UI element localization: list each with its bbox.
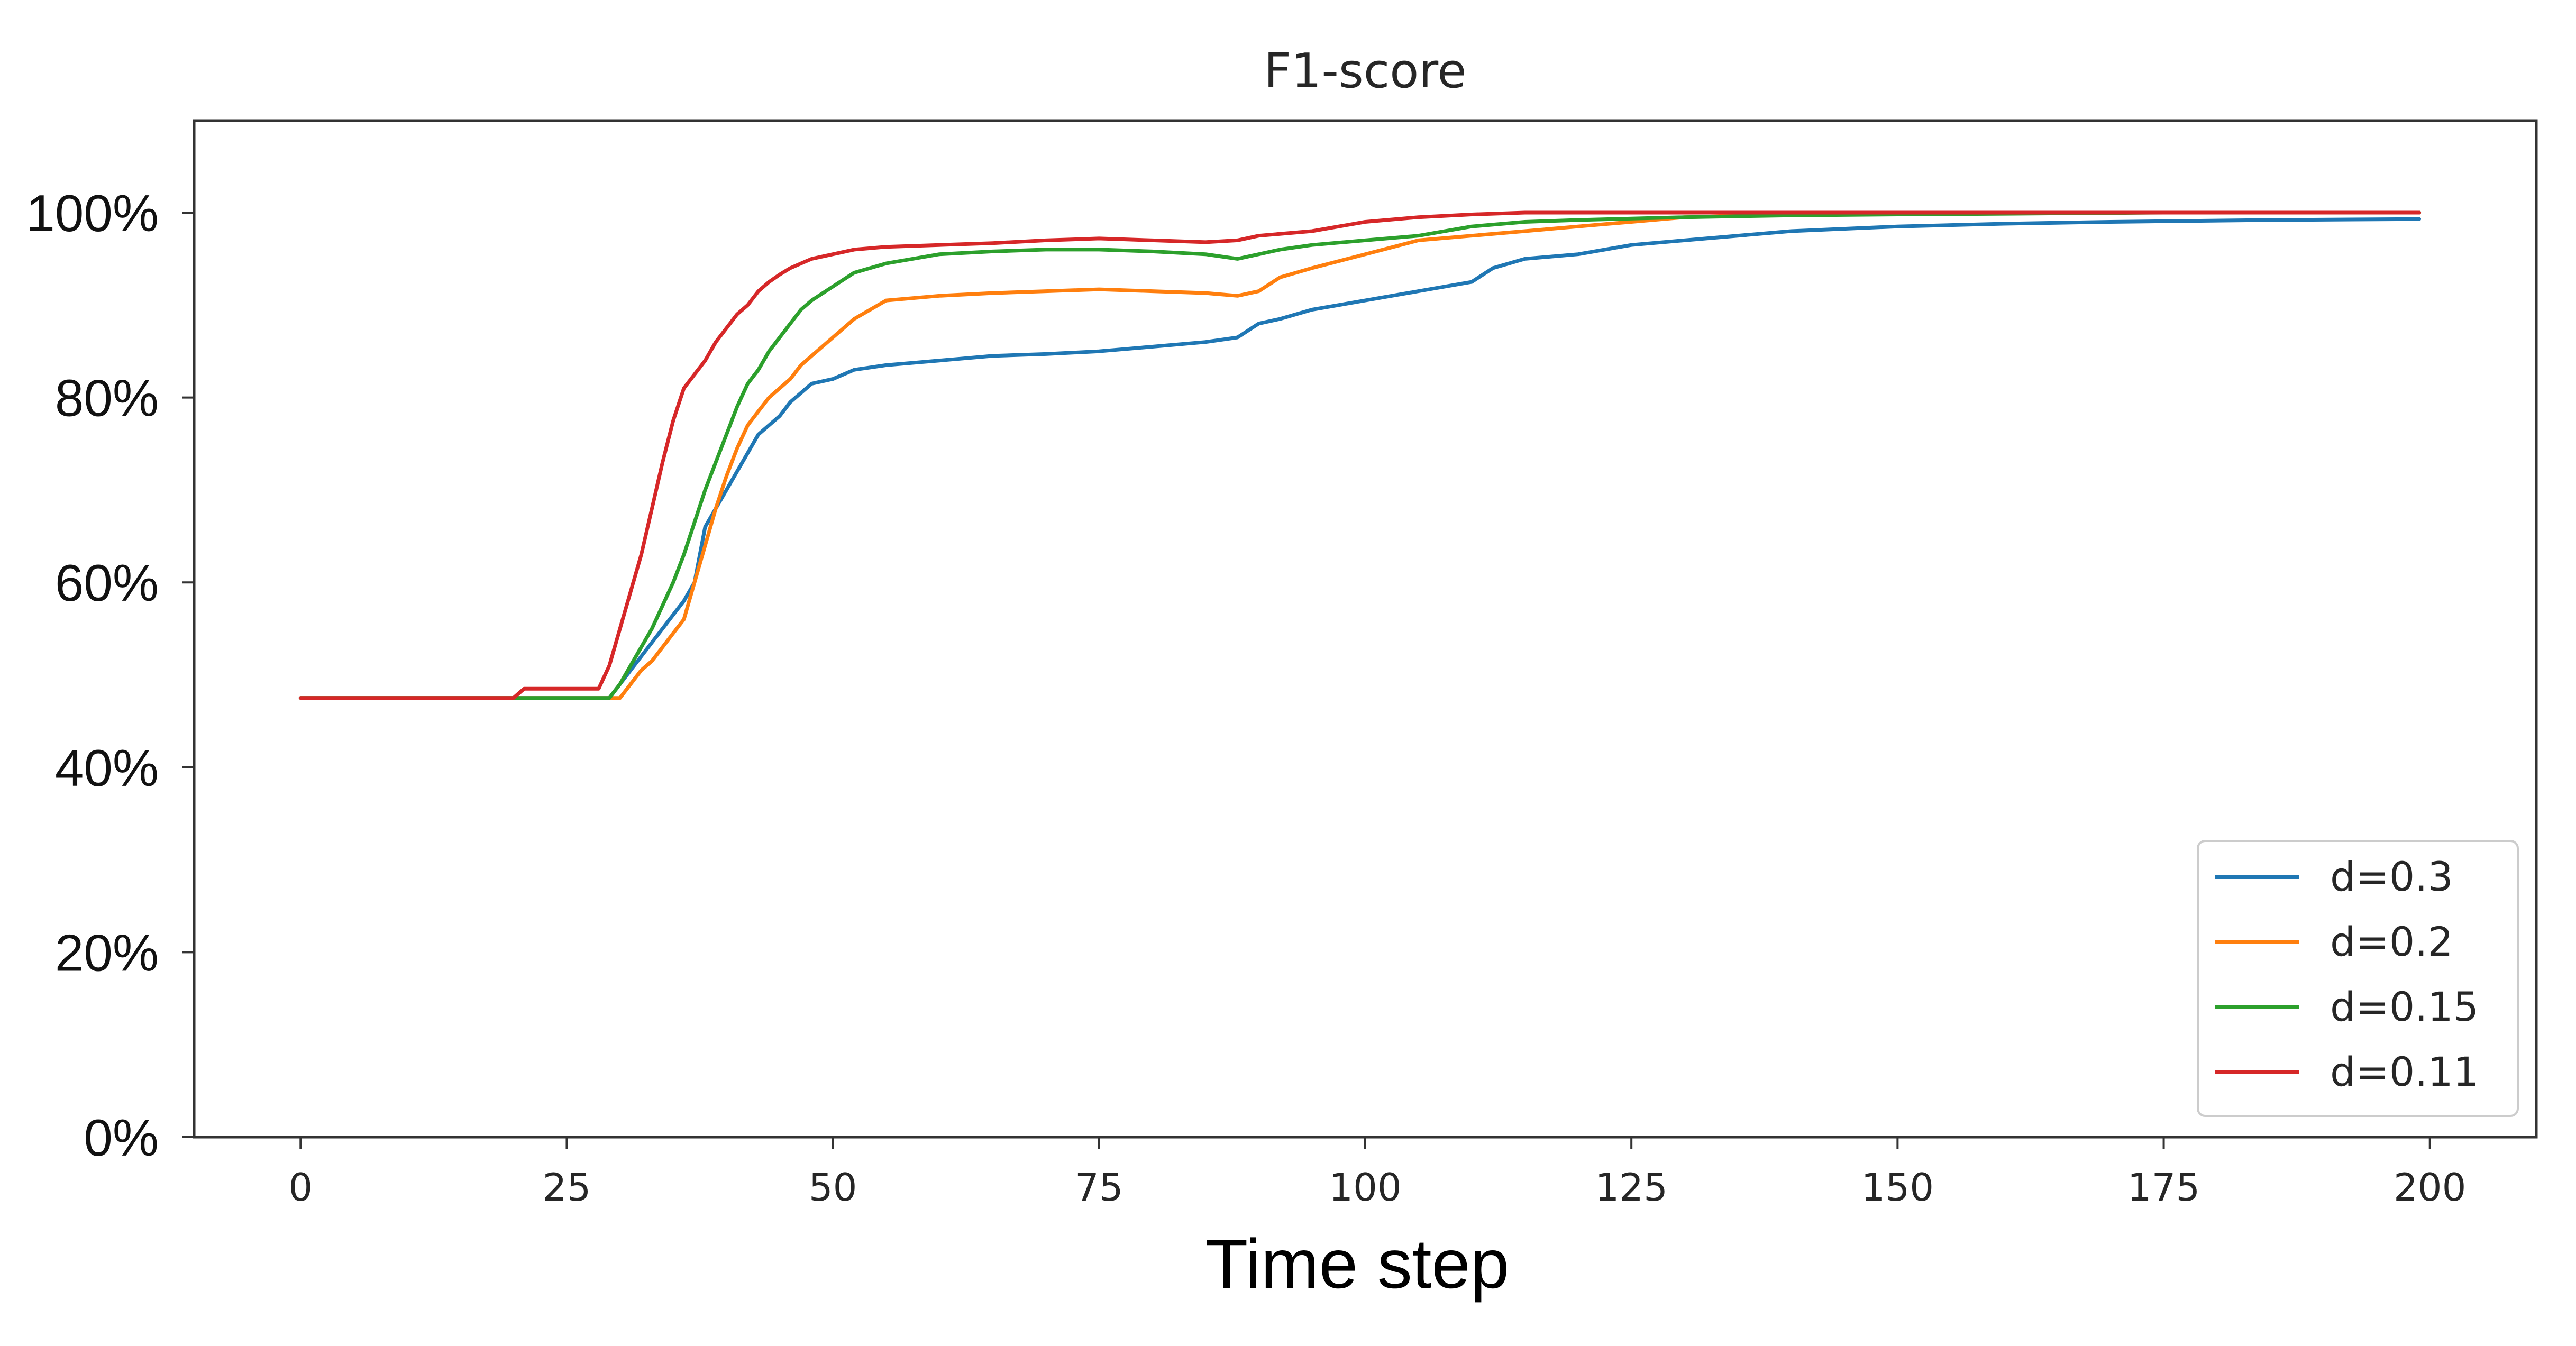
x-tick-label: 0 [288,1165,313,1210]
series-line-d-0-3 [298,217,2422,700]
x-axis-label: Time step [1205,1225,1510,1303]
plot-area: F1-score 0 25 50 75 100 125 150 175 200 0% 20% 40% 60… [26,43,2538,1303]
x-tick-label: 150 [1861,1165,1934,1210]
x-tick-label: 25 [543,1165,591,1210]
legend-label: d=0.11 [2330,1048,2479,1095]
y-tick-label: 60% [55,554,159,612]
series-line-d-0-15 [298,210,2422,700]
y-tick-label: 0% [84,1109,159,1167]
x-tick-label: 100 [1329,1165,1401,1210]
y-tick-label: 40% [55,739,159,797]
x-tick-label: 50 [809,1165,857,1210]
y-tick-label: 80% [55,369,159,427]
x-tick-label: 200 [2394,1165,2466,1210]
x-tick-label: 75 [1075,1165,1123,1210]
x-tick-label: 175 [2127,1165,2200,1210]
legend-label: d=0.2 [2330,918,2453,965]
legend-label: d=0.3 [2330,853,2453,900]
legend-box [2197,840,2519,1117]
axes-frame [193,119,2538,1139]
chart-title: F1-score [1264,43,1466,99]
x-tick-label: 125 [1595,1165,1667,1210]
y-tick-label: 20% [55,923,159,982]
series-line-d-0-2 [298,210,2422,700]
series-line-d-0-11 [298,210,2422,700]
legend-label: d=0.15 [2330,983,2479,1030]
y-tick-label: 100% [26,184,159,242]
